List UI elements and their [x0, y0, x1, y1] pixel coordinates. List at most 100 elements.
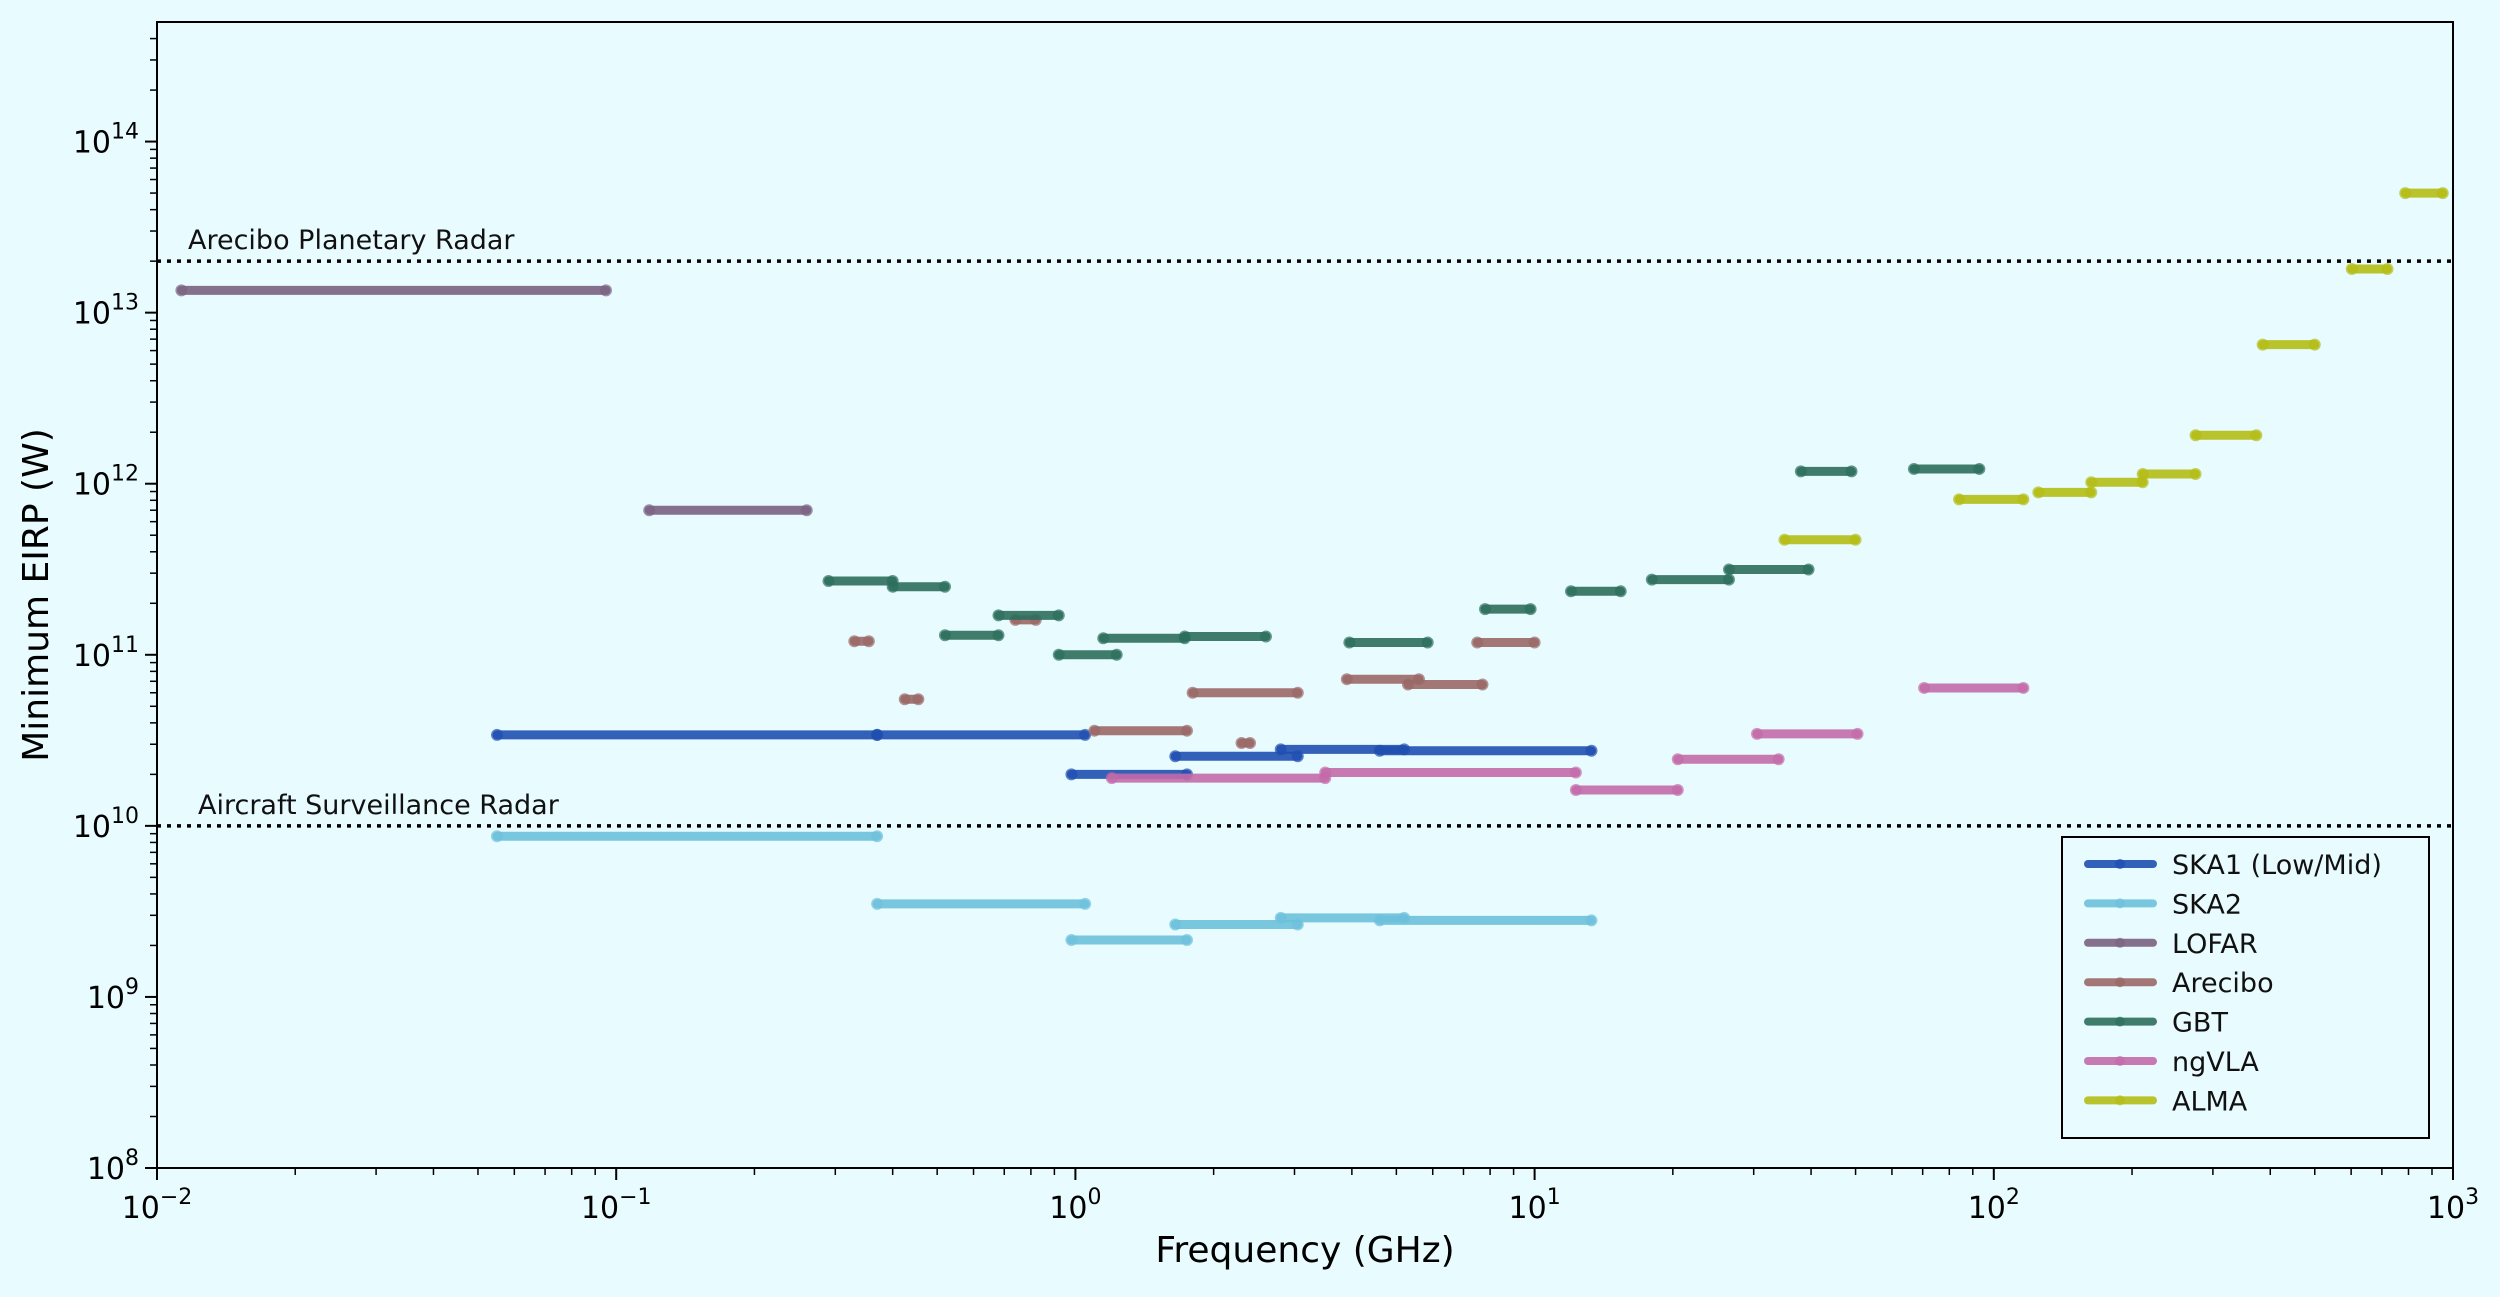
series-4-segment-13-start-marker [1907, 462, 1920, 475]
y-tick-label-3-base: 10 [73, 639, 111, 674]
series-1-segment-3-start-marker [1169, 918, 1182, 931]
series-4-segment-1-start-marker [886, 580, 899, 593]
series-6-segment-4-end-marker [2189, 467, 2202, 480]
y-tick-label-2-base: 10 [73, 810, 111, 845]
series-4-segment-11-end-marker [1802, 563, 1815, 576]
series-6-segment-4-start-marker [2136, 467, 2149, 480]
x-tick-label-3: 101 [1509, 1185, 1561, 1226]
series-1-segment-5-start-marker [1373, 914, 1386, 927]
y-tick-label-2-exponent: 10 [111, 804, 139, 829]
legend-swatch-marker-6 [2115, 1095, 2125, 1106]
series-6-segment-8-start-marker [2399, 187, 2412, 200]
series-6-segment-2-end-marker [2085, 486, 2098, 499]
series-6-segment-0-start-marker [1778, 533, 1791, 546]
series-6-segment-6-end-marker [2308, 338, 2321, 351]
series-4-segment-3-start-marker [992, 609, 1005, 622]
series-3-segment-7-end-marker [1476, 678, 1489, 691]
x-tick-label-2-exponent: 0 [1087, 1185, 1101, 1210]
series-2-segment-1-end-marker [800, 504, 813, 517]
y-tick-label-1-exponent: 9 [125, 975, 139, 1000]
x-tick-label-2: 100 [1049, 1185, 1101, 1226]
legend-label-6: ALMA [2172, 1086, 2248, 1117]
series-4-segment-13-end-marker [1973, 462, 1986, 475]
series-5-segment-2-start-marker [1569, 784, 1582, 797]
series-5-segment-3-start-marker [1671, 753, 1684, 766]
y-tick-label-6: 1014 [73, 120, 139, 161]
series-0-segment-5-start-marker [1373, 744, 1386, 757]
y-tick-label-3-exponent: 11 [111, 633, 139, 658]
series-0-segment-2-start-marker [1065, 768, 1078, 781]
x-tick-label-4: 102 [1968, 1185, 2020, 1226]
plot-frame [156, 21, 2454, 1169]
legend-swatch-marker-4 [2115, 1016, 2125, 1027]
series-1 [490, 830, 1598, 947]
series-5-segment-4-end-marker [1851, 727, 1864, 740]
x-axis-title: Frequency (GHz) [1155, 1230, 1454, 1271]
y-tick-label-4: 1012 [73, 462, 139, 503]
x-tick-label-1: 10−1 [581, 1185, 652, 1226]
series-1-segment-0-start-marker [490, 830, 503, 843]
x-tick-label-1-base: 10 [581, 1191, 619, 1226]
series-5-segment-4-start-marker [1750, 727, 1763, 740]
x-tick-label-0-base: 10 [122, 1191, 160, 1226]
series-1-segment-5-end-marker [1585, 914, 1598, 927]
y-tick-label-6-base: 10 [73, 126, 111, 161]
series-5-segment-5-end-marker [2017, 681, 2030, 694]
series-4-segment-12-start-marker [1794, 465, 1807, 478]
series-4-segment-4-start-marker [1052, 648, 1065, 661]
series-4-segment-10-end-marker [1722, 573, 1735, 586]
series-1-segment-2-start-marker [1065, 934, 1078, 947]
series-1-segment-2-end-marker [1181, 934, 1194, 947]
series-2-segment-0-start-marker [175, 284, 188, 297]
x-tick-label-0: 10−2 [122, 1185, 193, 1226]
series-6-segment-1-end-marker [2017, 493, 2030, 506]
series-3-segment-3-start-marker [1088, 724, 1101, 737]
legend-swatch-marker-1 [2115, 898, 2125, 909]
legend-label-1: SKA2 [2172, 889, 2242, 920]
series-5-segment-3-end-marker [1772, 753, 1785, 766]
legend-box [2061, 836, 2430, 1139]
series-5 [1105, 681, 2030, 797]
series-5-segment-1-end-marker [1569, 766, 1582, 779]
series-6-segment-8-end-marker [2436, 187, 2449, 200]
series-6-segment-5-start-marker [2189, 429, 2202, 442]
series-3-segment-6-start-marker [1340, 673, 1353, 686]
series-5-segment-2-end-marker [1671, 784, 1684, 797]
series-6-segment-1-start-marker [1953, 493, 1966, 506]
series-1-segment-1-end-marker [1079, 897, 1092, 910]
series-6-segment-3-start-marker [2085, 476, 2098, 489]
series-4 [822, 462, 1986, 661]
series-6 [1778, 187, 2449, 546]
y-tick-label-1: 109 [87, 975, 139, 1016]
reference-line-1-label: Aircraft Surveillance Radar [198, 790, 560, 821]
series-1-segment-0-end-marker [871, 830, 884, 843]
series-5-segment-1-start-marker [1319, 766, 1332, 779]
series-4-segment-10-start-marker [1645, 573, 1658, 586]
legend-swatch-marker-5 [2115, 1056, 2125, 1066]
series-3-segment-5-end-marker [1291, 686, 1304, 699]
y-tick-label-1-base: 10 [87, 981, 125, 1016]
series-3 [848, 613, 1541, 750]
y-tick-label-0: 108 [87, 1146, 139, 1187]
x-tick-label-2-base: 10 [1049, 1191, 1087, 1226]
series-4-segment-8-end-marker [1524, 603, 1537, 616]
y-tick-label-0-base: 10 [87, 1152, 125, 1187]
series-3-segment-0-start-marker [848, 635, 861, 648]
series-5-segment-0-start-marker [1105, 772, 1118, 785]
series-4-segment-7-start-marker [1343, 636, 1356, 649]
series-3-segment-7-start-marker [1401, 678, 1414, 691]
legend-swatch-marker-2 [2115, 937, 2125, 948]
y-axis-title: Minimum EIRP (W) [16, 428, 57, 762]
reference-line-0-label: Arecibo Planetary Radar [188, 225, 515, 256]
series-6-segment-7-start-marker [2345, 262, 2358, 275]
series-0-segment-0-start-marker [490, 728, 503, 741]
series-6-segment-5-end-marker [2250, 429, 2263, 442]
series-4-segment-8-start-marker [1479, 603, 1492, 616]
series-3-segment-8-end-marker [1528, 636, 1541, 649]
y-tick-label-4-base: 10 [73, 468, 111, 503]
series-4-segment-4-end-marker [1110, 648, 1123, 661]
series-6-segment-3-end-marker [2136, 476, 2149, 489]
series-4-segment-11-start-marker [1722, 563, 1735, 576]
series-4-segment-12-end-marker [1845, 465, 1858, 478]
